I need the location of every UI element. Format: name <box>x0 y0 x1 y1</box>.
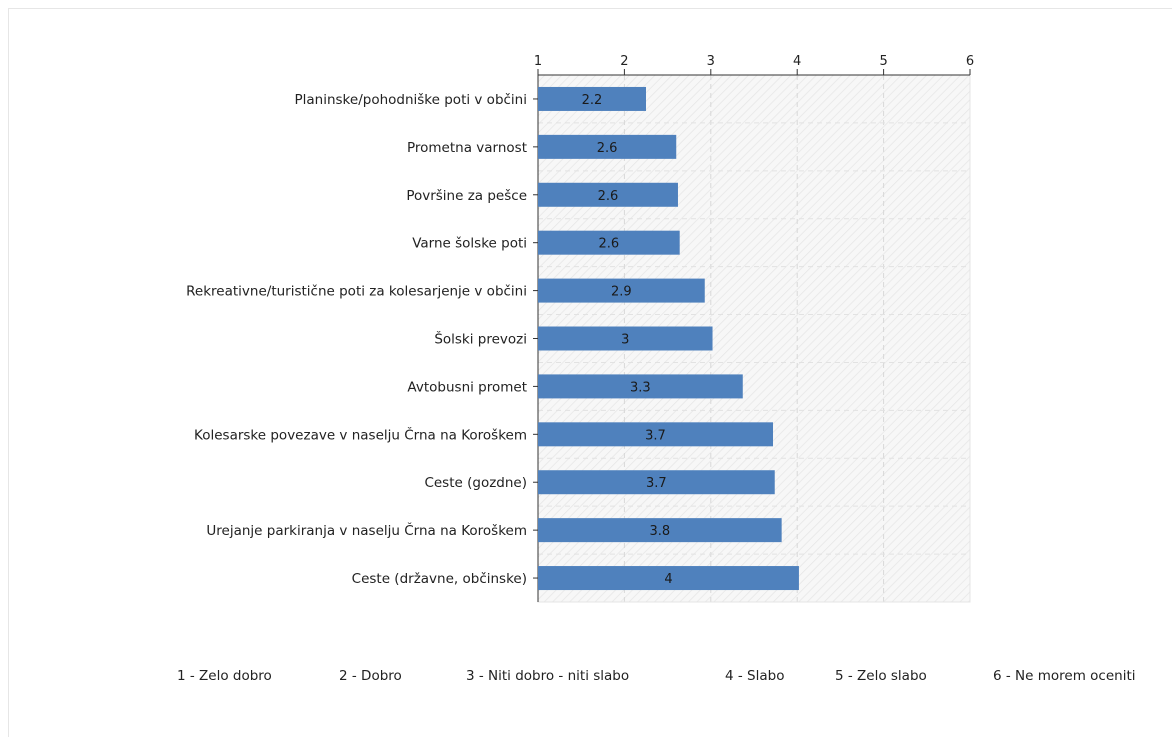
x-tick-label: 5 <box>879 54 887 69</box>
grid-lines <box>537 74 971 603</box>
bar-value-label: 3.8 <box>649 524 670 539</box>
category-label: Avtobusni promet <box>407 379 527 395</box>
bar-value-label: 3.7 <box>645 428 666 443</box>
bars: 2.2 2.6 2.6 2.6 2.9 3 3.3 3.7 3.7 3.8 4 <box>538 86 799 591</box>
bar-value-label: 4 <box>664 572 672 587</box>
bar <box>538 326 713 351</box>
bar <box>538 278 705 303</box>
legend-item-4: 4 - Slabo <box>725 668 785 684</box>
bar-value-label: 2.2 <box>582 93 603 108</box>
category-label: Varne šolske poti <box>412 236 527 252</box>
bar <box>538 230 680 255</box>
chart-frame <box>8 8 1172 737</box>
bar <box>538 518 782 543</box>
x-tick-label: 1 <box>534 54 542 69</box>
bar <box>538 86 646 111</box>
legend-item-5: 5 - Zelo slabo <box>835 668 927 684</box>
category-label: Šolski prevozi <box>434 330 527 348</box>
category-label: Planinske/pohodniške poti v občini <box>295 92 528 108</box>
category-label: Ceste (gozdne) <box>424 475 527 491</box>
category-labels: Planinske/pohodniške poti v občini Promet… <box>186 92 527 587</box>
category-label: Rekreativne/turistične poti za kolesarje… <box>186 284 527 300</box>
legend: 1 - Zelo dobro 2 - Dobro 3 - Niti dobro … <box>0 668 1172 692</box>
bar-value-label: 3 <box>621 333 629 348</box>
legend-item-1: 1 - Zelo dobro <box>177 668 272 684</box>
category-label: Urejanje parkiranja v naselju Črna na Ko… <box>206 521 527 539</box>
category-label: Prometna varnost <box>407 140 527 156</box>
bar-value-label: 2.6 <box>597 141 618 156</box>
bar <box>538 422 774 447</box>
bar-value-label: 2.6 <box>599 237 620 252</box>
bar <box>538 374 743 399</box>
x-tick-label: 2 <box>620 54 628 69</box>
category-label: Ceste (državne, občinske) <box>352 571 527 587</box>
legend-item-3: 3 - Niti dobro - niti slabo <box>466 668 630 684</box>
bar <box>538 566 799 591</box>
bar <box>538 182 678 207</box>
legend-item-6: 6 - Ne morem oceniti <box>993 668 1136 684</box>
x-tick-label: 6 <box>966 54 974 69</box>
bar <box>538 134 677 159</box>
bar-value-label: 3.3 <box>630 380 651 395</box>
bar-value-label: 2.6 <box>598 189 619 204</box>
legend-item-2: 2 - Dobro <box>339 668 402 684</box>
category-label: Površine za pešce <box>406 188 527 204</box>
x-tick-label: 4 <box>793 54 801 69</box>
bar-value-label: 2.9 <box>611 285 632 300</box>
bar-value-label: 3.7 <box>646 476 667 491</box>
x-tick-label: 3 <box>707 54 715 69</box>
category-label: Kolesarske povezave v naselju Črna na Ko… <box>194 425 527 443</box>
bar <box>538 470 775 495</box>
